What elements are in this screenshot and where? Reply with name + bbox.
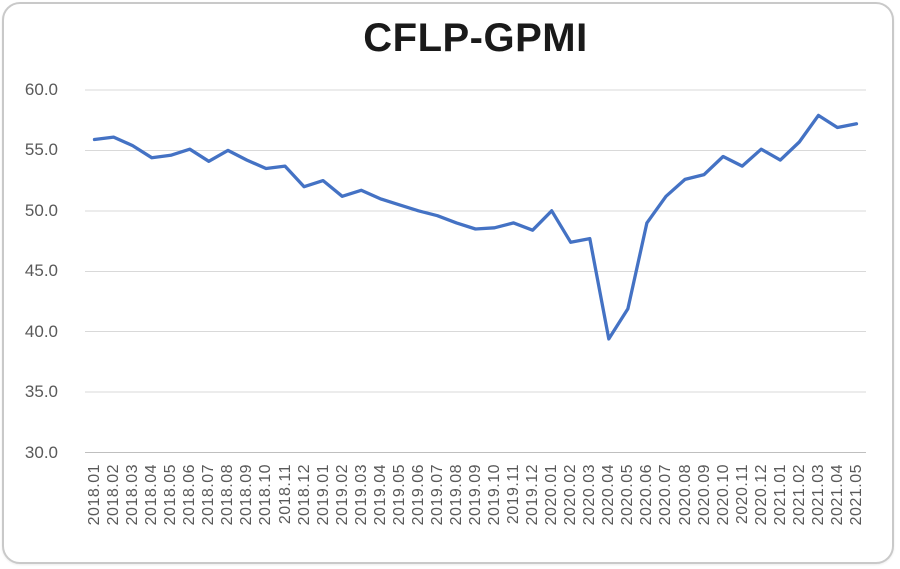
x-tick-label: 2019.05 xyxy=(390,464,408,526)
x-tick-label: 2020.03 xyxy=(581,464,599,526)
x-tick-label: 2021.05 xyxy=(847,464,865,526)
x-tick-label: 2019.03 xyxy=(352,464,370,526)
x-tick-label: 2020.11 xyxy=(733,464,751,525)
y-tick-label: 30.0 xyxy=(24,442,58,462)
y-tick-label: 50.0 xyxy=(24,200,58,220)
x-tick-label: 2021.04 xyxy=(828,464,846,526)
x-tick-label: 2020.02 xyxy=(562,464,580,526)
x-tick-label: 2018.04 xyxy=(143,464,161,526)
x-tick-label: 2021.01 xyxy=(771,464,789,526)
x-tick-label: 2019.04 xyxy=(371,464,389,526)
x-tick-label: 2018.06 xyxy=(181,464,199,526)
x-tick-label: 2019.10 xyxy=(486,464,504,526)
x-tick-label: 2020.06 xyxy=(638,464,656,526)
x-tick-label: 2019.06 xyxy=(409,464,427,526)
x-tick-label: 2018.10 xyxy=(257,464,275,526)
x-tick-label: 2019.01 xyxy=(314,464,332,526)
x-tick-label: 2019.11 xyxy=(505,464,523,525)
x-tick-label: 2020.01 xyxy=(543,464,561,526)
chart-title: CFLP-GPMI xyxy=(363,16,588,60)
x-tick-label: 2018.11 xyxy=(276,464,294,525)
x-tick-label: 2021.02 xyxy=(790,464,808,526)
x-tick-label: 2019.07 xyxy=(428,464,446,526)
x-tick-label: 2020.04 xyxy=(600,464,618,526)
x-tick-label: 2019.09 xyxy=(467,464,484,526)
x-tick-label: 2019.12 xyxy=(524,464,542,526)
x-tick-label: 2019.08 xyxy=(447,464,465,526)
x-tick-label: 2020.07 xyxy=(657,464,675,526)
x-tick-label: 2020.10 xyxy=(714,464,732,526)
x-tick-label: 2018.07 xyxy=(200,464,218,526)
y-tick-label: 35.0 xyxy=(24,382,58,402)
x-tick-label: 2018.02 xyxy=(105,464,123,526)
x-tick-label: 2019.02 xyxy=(333,464,351,526)
x-tick-label: 2020.08 xyxy=(676,464,694,526)
y-tick-label: 45.0 xyxy=(24,261,58,281)
x-tick-label: 2018.03 xyxy=(124,464,142,526)
x-tick-label: 2018.01 xyxy=(86,464,104,526)
x-tick-label: 2018.08 xyxy=(219,464,237,526)
y-tick-label: 40.0 xyxy=(24,321,58,341)
x-tick-label: 2018.09 xyxy=(238,464,256,526)
x-tick-label: 2020.12 xyxy=(752,464,770,526)
x-tick-label: 2021.03 xyxy=(809,464,827,526)
x-tick-label: 2020.05 xyxy=(619,464,637,526)
y-tick-label: 55.0 xyxy=(24,140,58,160)
x-tick-label: 2020.09 xyxy=(695,464,713,526)
y-tick-label: 60.0 xyxy=(24,80,58,99)
x-tick-label: 2018.12 xyxy=(295,464,313,526)
x-tick-label: 2018.05 xyxy=(162,464,180,526)
